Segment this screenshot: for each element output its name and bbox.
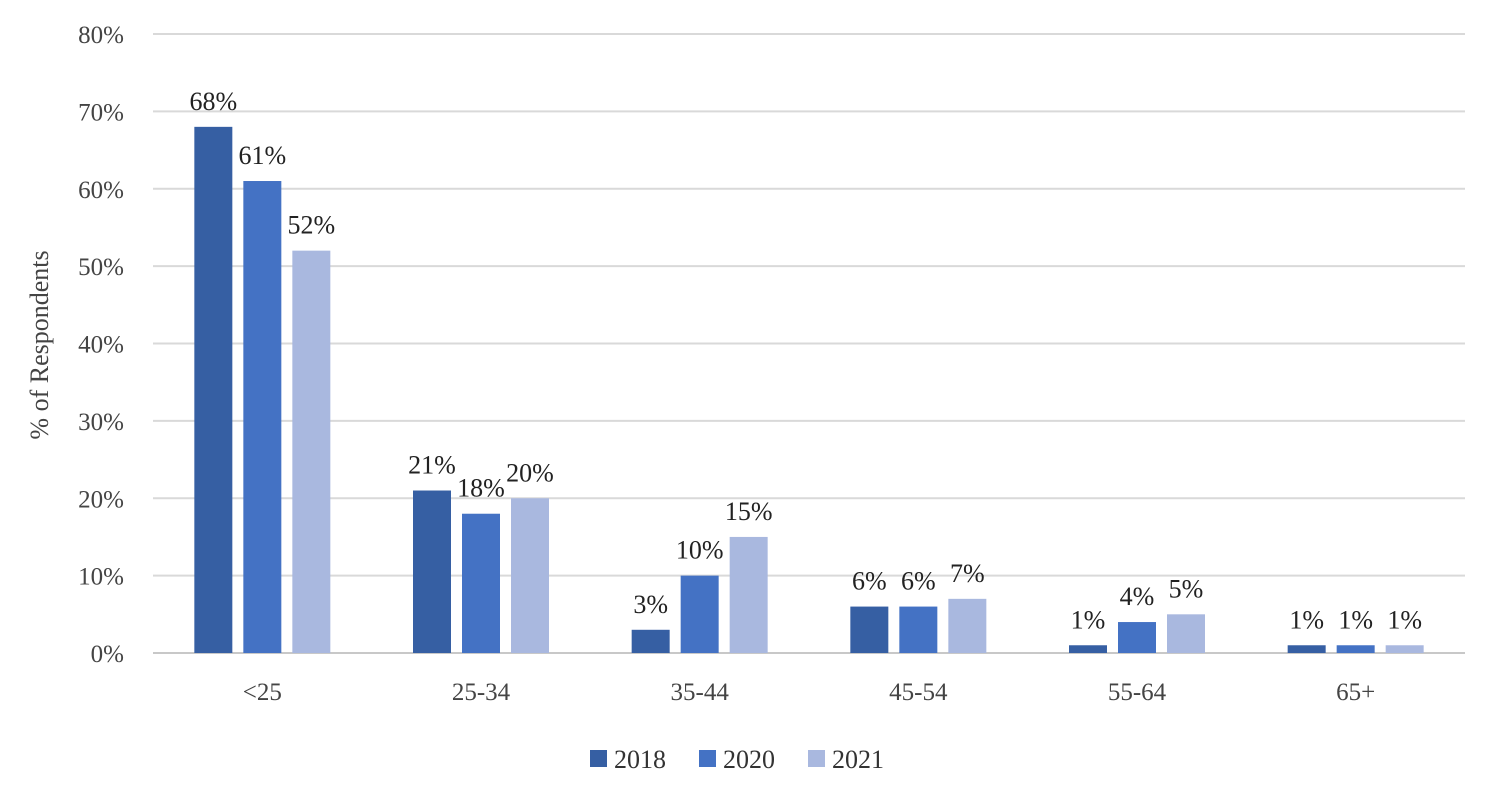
y-tick-label: 60%	[78, 177, 124, 204]
legend-label: 2021	[832, 745, 884, 774]
bar-2020-45-54	[899, 606, 938, 653]
bar-2020-65+	[1336, 645, 1375, 653]
y-tick-label: 20%	[78, 486, 124, 513]
x-tick-label: 25-34	[452, 679, 511, 706]
legend-swatch-2021	[808, 750, 825, 767]
data-label: 1%	[1338, 605, 1373, 634]
bar-2021-25-34	[511, 498, 549, 653]
y-axis-title: % of Respondents	[25, 250, 54, 439]
y-axis-tick-labels: 0% 10% 20% 30% 40% 50% 60% 70% 80%	[78, 22, 124, 668]
data-label: 18%	[457, 474, 505, 503]
data-label: 1%	[1071, 605, 1106, 634]
bar-2018-45-54	[850, 606, 889, 653]
data-label: 7%	[950, 559, 985, 588]
bar-2021-<25	[292, 250, 331, 653]
bars	[194, 126, 1424, 654]
x-tick-label: 55-64	[1108, 679, 1167, 706]
data-label: 68%	[189, 87, 237, 116]
x-tick-label: 65+	[1336, 679, 1375, 706]
bar-2020-<25	[243, 181, 282, 653]
bar-2021-45-54	[948, 598, 987, 653]
legend-swatch-2018	[590, 750, 607, 767]
y-tick-label: 40%	[78, 332, 124, 359]
bar-2020-35-44	[680, 575, 719, 653]
y-tick-label: 30%	[78, 409, 124, 436]
bar-2018-35-44	[631, 629, 670, 653]
bar-2018-25-34	[413, 490, 451, 653]
bar-2021-55-64	[1167, 614, 1205, 653]
data-label: 6%	[852, 567, 887, 596]
bar-2021-35-44	[729, 536, 768, 653]
bar-2020-55-64	[1118, 622, 1156, 653]
legend: 2018 2020 2021	[590, 745, 884, 774]
data-label: 4%	[1120, 582, 1155, 611]
x-tick-label: 45-54	[889, 679, 948, 706]
legend-label: 2018	[614, 745, 666, 774]
y-tick-label: 70%	[78, 99, 124, 126]
bar-2018-65+	[1287, 645, 1326, 653]
data-label: 5%	[1169, 574, 1204, 603]
data-label: 1%	[1289, 605, 1324, 634]
x-tick-label: <25	[243, 679, 282, 706]
data-labels: 68%61% 52% 21%18%20% 3% 10%15% 6% 6% 7% 1% 4% 5% 1%…	[189, 87, 1422, 634]
legend-label: 2020	[723, 745, 775, 774]
data-label: 3%	[633, 590, 668, 619]
bar-2020-25-34	[462, 513, 500, 653]
bar-2018-55-64	[1069, 645, 1107, 653]
data-label: 10%	[676, 536, 724, 565]
data-label: 1%	[1387, 605, 1422, 634]
legend-swatch-2020	[699, 750, 716, 767]
data-label: 52%	[287, 211, 335, 240]
data-label: 6%	[901, 567, 936, 596]
data-label: 21%	[408, 451, 456, 480]
data-label: 20%	[506, 458, 554, 487]
bar-2021-65+	[1385, 645, 1424, 653]
y-tick-label: 10%	[78, 564, 124, 591]
y-tick-label: 0%	[91, 641, 124, 668]
gridlines	[153, 33, 1465, 654]
data-label: 61%	[238, 141, 286, 170]
y-tick-label: 80%	[78, 22, 124, 49]
x-tick-label: 35-44	[671, 679, 730, 706]
x-axis-tick-labels: <25 25-34 35-44 45-54 55-64 65+	[243, 679, 1375, 706]
data-label: 15%	[725, 497, 773, 526]
y-tick-label: 50%	[78, 254, 124, 281]
bar-2018-<25	[194, 126, 233, 654]
